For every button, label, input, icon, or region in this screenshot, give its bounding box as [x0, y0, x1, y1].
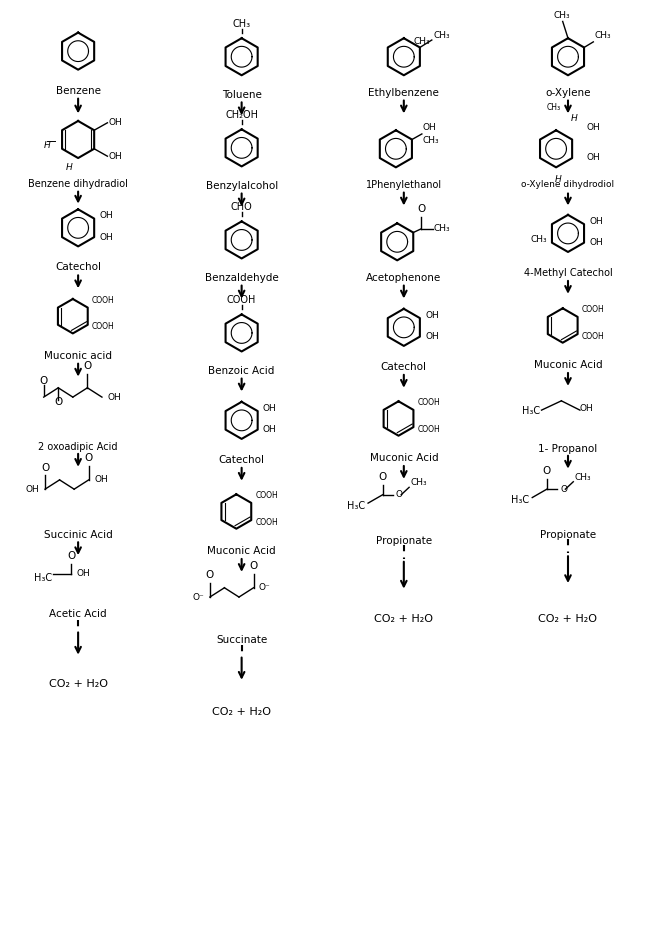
Text: CO₂ + H₂O: CO₂ + H₂O [48, 679, 108, 689]
Text: H₃C: H₃C [512, 496, 530, 505]
Text: Acetic Acid: Acetic Acid [49, 609, 107, 619]
Text: CH₃: CH₃ [530, 235, 547, 245]
Text: Acetophenone: Acetophenone [366, 273, 442, 284]
Text: CH₂OH: CH₂OH [225, 110, 258, 120]
Text: O: O [83, 361, 91, 371]
Text: H: H [66, 163, 73, 172]
Text: COOH: COOH [256, 518, 278, 526]
Text: O: O [206, 570, 214, 580]
Text: OH: OH [589, 238, 603, 247]
Text: o-Xylene dihydrodiol: o-Xylene dihydrodiol [522, 180, 614, 190]
Text: CO₂ + H₂O: CO₂ + H₂O [212, 707, 271, 717]
Text: Muconic Acid: Muconic Acid [369, 453, 438, 463]
Text: CH₃: CH₃ [546, 103, 561, 112]
Text: Benzene dihydradiol: Benzene dihydradiol [28, 179, 128, 189]
Text: OH: OH [425, 332, 439, 341]
Text: COOH: COOH [418, 425, 440, 433]
Text: O: O [250, 561, 258, 571]
Text: O: O [41, 462, 49, 472]
Text: OH: OH [109, 118, 122, 127]
Text: O: O [396, 490, 403, 499]
Text: O: O [417, 204, 425, 214]
Text: 1- Propanol: 1- Propanol [538, 444, 598, 454]
Text: CH₃: CH₃ [413, 36, 430, 46]
Text: COOH: COOH [582, 332, 604, 340]
Text: OH: OH [99, 211, 113, 220]
Text: Propionate: Propionate [540, 530, 596, 540]
Text: CO₂ + H₂O: CO₂ + H₂O [374, 614, 434, 624]
Text: OH: OH [589, 217, 603, 226]
Text: COOH: COOH [92, 296, 115, 305]
Text: OH: OH [587, 153, 600, 162]
Text: OH: OH [77, 569, 91, 578]
Text: H₃C: H₃C [348, 501, 365, 511]
Text: O: O [85, 453, 93, 463]
Text: H: H [571, 114, 577, 123]
Text: OH: OH [99, 232, 113, 242]
Text: OH: OH [580, 404, 594, 413]
Text: Benzylalcohol: Benzylalcohol [205, 181, 278, 192]
Text: Catechol: Catechol [55, 262, 101, 272]
Text: OH: OH [587, 124, 600, 132]
Text: OH: OH [425, 311, 439, 320]
Text: Benzene: Benzene [56, 86, 101, 96]
Text: COOH: COOH [418, 398, 440, 407]
Text: 2 oxoadipic Acid: 2 oxoadipic Acid [38, 442, 118, 452]
Text: Propionate: Propionate [376, 536, 432, 546]
Text: OH: OH [94, 475, 108, 485]
Text: H₃C: H₃C [34, 573, 52, 582]
Text: CH₃: CH₃ [594, 32, 611, 40]
Text: O: O [560, 485, 567, 494]
Text: O: O [40, 376, 48, 386]
Text: CH₃: CH₃ [410, 478, 427, 487]
Text: Toluene: Toluene [222, 90, 261, 100]
Text: Succinic Acid: Succinic Acid [44, 530, 113, 540]
Text: O: O [543, 466, 551, 476]
Text: CHO: CHO [231, 202, 252, 212]
Text: COOH: COOH [256, 491, 278, 500]
Text: Muconic acid: Muconic acid [44, 351, 112, 361]
Text: OH: OH [263, 404, 277, 413]
Text: Catechol: Catechol [218, 455, 265, 465]
Text: Benzoic Acid: Benzoic Acid [209, 366, 275, 377]
Text: OH: OH [422, 124, 436, 132]
Text: Muconic Acid: Muconic Acid [534, 360, 602, 370]
Text: COOH: COOH [92, 323, 115, 331]
Text: CH₃: CH₃ [422, 137, 439, 145]
Text: CO₂ + H₂O: CO₂ + H₂O [538, 614, 598, 624]
Text: OH: OH [26, 485, 40, 494]
Text: O: O [68, 551, 75, 561]
Text: Ethylbenzene: Ethylbenzene [368, 88, 440, 99]
Text: O: O [379, 472, 387, 482]
Text: CH₃: CH₃ [433, 32, 449, 40]
Text: o-Xylene: o-Xylene [545, 88, 591, 99]
Text: OH: OH [263, 425, 277, 434]
Text: 1Phenylethanol: 1Phenylethanol [366, 180, 442, 191]
Text: OH: OH [109, 152, 122, 161]
Text: H₃C: H₃C [522, 406, 540, 416]
Text: O⁻: O⁻ [259, 583, 271, 592]
Text: Muconic Acid: Muconic Acid [207, 546, 276, 556]
Text: CH₃: CH₃ [575, 472, 591, 482]
Text: O: O [54, 396, 62, 406]
Text: CH₃: CH₃ [232, 19, 251, 29]
Text: Succinate: Succinate [216, 635, 267, 645]
Text: Benzaldehyde: Benzaldehyde [205, 273, 279, 284]
Text: H: H [44, 140, 50, 150]
Text: 4-Methyl Catechol: 4-Methyl Catechol [524, 268, 612, 278]
Text: CH₃: CH₃ [553, 11, 570, 20]
Text: Catechol: Catechol [381, 362, 427, 372]
Text: COOH: COOH [582, 305, 604, 314]
Text: CH₃: CH₃ [433, 224, 449, 233]
Text: H: H [555, 175, 561, 184]
Text: OH: OH [107, 392, 121, 402]
Text: COOH: COOH [227, 295, 256, 305]
Text: O⁻: O⁻ [193, 592, 205, 602]
